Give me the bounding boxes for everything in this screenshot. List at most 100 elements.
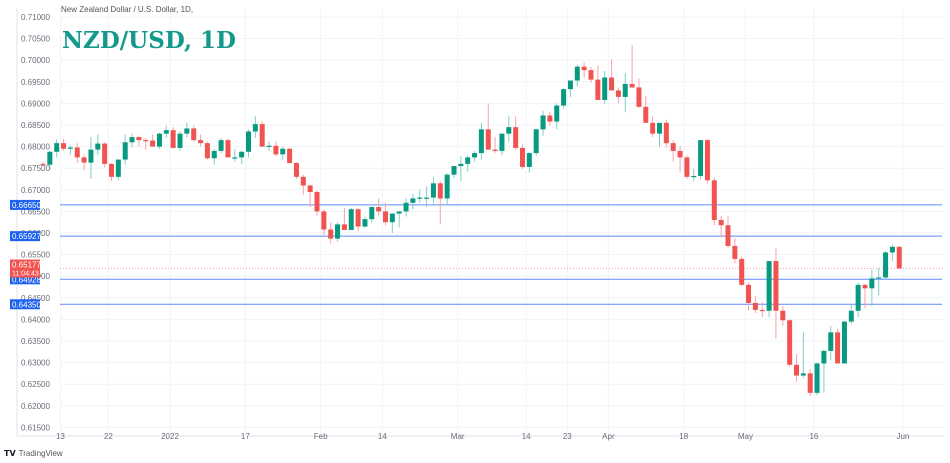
price-tick-label: 0.70000 xyxy=(21,56,50,65)
candle-down xyxy=(307,185,313,192)
candle-up xyxy=(67,147,73,149)
candle-up xyxy=(232,157,238,159)
candle-up xyxy=(47,151,53,165)
candle-up xyxy=(54,143,60,152)
current-price-text: 0.65177 xyxy=(12,261,41,270)
candle-up xyxy=(163,130,169,134)
candle-up xyxy=(698,140,704,176)
candle-up xyxy=(554,105,560,122)
price-tick-label: 0.71000 xyxy=(21,13,50,22)
candle-down xyxy=(718,220,724,226)
candle-down xyxy=(74,147,80,158)
brand-label: TradingView xyxy=(18,449,63,458)
candle-down xyxy=(609,77,615,91)
price-tick-label: 0.64000 xyxy=(21,315,50,324)
candle-up xyxy=(622,83,628,97)
level-price-badge xyxy=(10,274,40,285)
candle-up xyxy=(389,213,395,223)
candle-down xyxy=(300,176,306,186)
price-tick-label: 0.65500 xyxy=(21,251,50,260)
candle-up xyxy=(252,124,258,132)
level-price-text: 0.66650 xyxy=(12,201,41,210)
candle-up xyxy=(239,151,245,158)
time-tick-label: 14 xyxy=(522,432,531,441)
candles xyxy=(40,45,902,397)
candle-up xyxy=(821,350,827,364)
candle-down xyxy=(773,261,779,311)
candle-down xyxy=(739,258,745,285)
candle-up xyxy=(499,133,505,151)
candle-up xyxy=(800,373,806,376)
time-tick-label: 16 xyxy=(809,432,818,441)
time-tick-label: Mar xyxy=(451,432,465,441)
candle-down xyxy=(725,225,731,246)
candle-down xyxy=(273,145,279,155)
candle-down xyxy=(513,127,519,148)
candle-down xyxy=(896,246,902,269)
candle-up xyxy=(766,261,772,311)
candle-up xyxy=(869,278,875,289)
horizontal-levels[interactable] xyxy=(60,204,945,305)
time-tick-label: 23 xyxy=(563,432,572,441)
price-tick-label: 0.66500 xyxy=(21,207,50,216)
price-tick-label: 0.61500 xyxy=(21,423,50,432)
candle-down xyxy=(136,137,142,141)
price-tick-label: 0.69500 xyxy=(21,78,50,87)
price-tick-label: 0.68000 xyxy=(21,143,50,152)
candle-down xyxy=(485,129,491,150)
candle-down xyxy=(615,90,621,97)
candle-down xyxy=(293,163,299,177)
price-axis[interactable]: 0.71000 0.70500 0.70000 0.69500 0.69000 0.685… xyxy=(21,13,50,432)
candle-up xyxy=(122,142,128,160)
candle-down xyxy=(643,106,649,123)
candle-up xyxy=(246,131,251,152)
price-tick-label: 0.62500 xyxy=(21,380,50,389)
candle-up xyxy=(876,277,882,279)
price-tick-label: 0.68500 xyxy=(21,121,50,130)
candle-down xyxy=(109,163,114,177)
candle-down xyxy=(61,143,67,149)
candle-down xyxy=(677,150,683,158)
candle-up xyxy=(657,122,662,134)
price-tick-label: 0.69000 xyxy=(21,99,50,108)
candle-down xyxy=(492,149,498,151)
candle-up xyxy=(430,183,436,198)
candle-up xyxy=(369,207,375,220)
tradingview-branding[interactable]: 𝗧𝗩 TradingView xyxy=(4,449,63,458)
level-price-text: 0.64928 xyxy=(12,275,41,284)
level-price-badge xyxy=(10,299,40,310)
candle-down xyxy=(595,79,601,100)
candle-down xyxy=(150,140,156,147)
candle-up xyxy=(561,89,567,106)
candle-down xyxy=(259,124,265,147)
candle-down xyxy=(170,130,176,148)
price-tick-label: 0.70500 xyxy=(21,35,50,44)
candle-down xyxy=(321,211,327,230)
time-axis[interactable]: 13 22 2022 17 Feb 14 Mar 14 23 Apr 18 May 16 Jun xyxy=(56,432,909,441)
candle-up xyxy=(889,246,895,253)
candle-down xyxy=(787,320,793,365)
candle-down xyxy=(663,122,669,144)
current-price-badge xyxy=(10,259,40,278)
level-price-badge xyxy=(10,231,40,242)
candle-down xyxy=(629,83,635,88)
time-tick-label: 2022 xyxy=(161,432,179,441)
candle-up xyxy=(472,153,478,158)
candle-up xyxy=(115,159,121,177)
candle-up xyxy=(465,157,471,164)
candle-down xyxy=(547,115,553,122)
candle-up xyxy=(841,321,847,364)
candle-up xyxy=(855,284,861,311)
candle-down xyxy=(191,128,197,141)
candle-down xyxy=(862,284,868,289)
symbol-legend: New Zealand Dollar / U.S. Dollar, 1D, xyxy=(61,5,194,14)
candle-down xyxy=(40,163,46,166)
time-tick-label: 22 xyxy=(104,432,113,441)
candle-down xyxy=(355,209,361,227)
price-tick-label: 0.63000 xyxy=(21,359,50,368)
time-tick-label: May xyxy=(738,432,753,441)
candle-down xyxy=(102,143,108,164)
grid-lines xyxy=(16,8,945,437)
candle-up xyxy=(691,175,697,178)
